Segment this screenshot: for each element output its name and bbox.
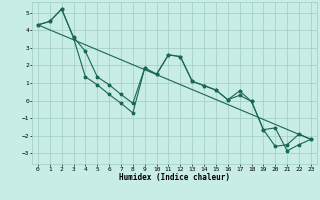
X-axis label: Humidex (Indice chaleur): Humidex (Indice chaleur) <box>119 173 230 182</box>
